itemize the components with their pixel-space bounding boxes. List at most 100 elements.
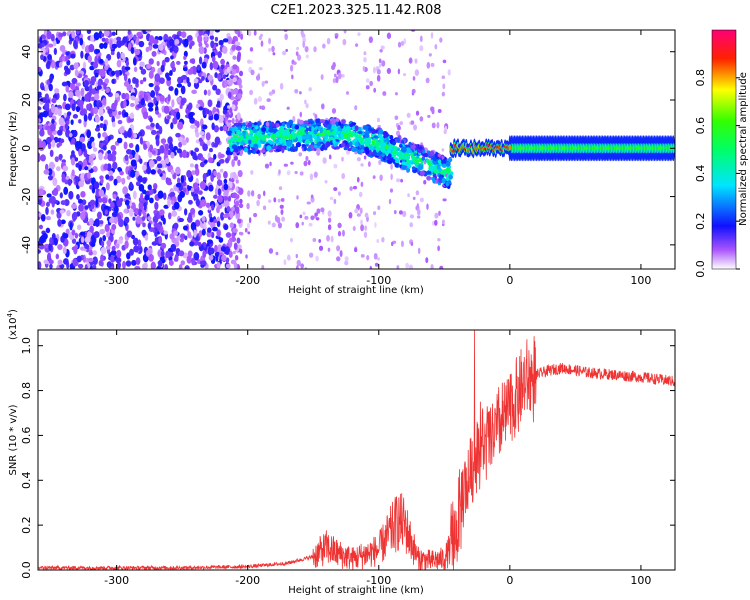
heatmap-cell — [116, 59, 122, 68]
heatmap-cell — [277, 198, 281, 203]
heatmap-cell — [360, 181, 364, 188]
heatmap-cell — [234, 255, 239, 261]
colorbar-tick-label: 0.8 — [694, 69, 707, 87]
heatmap-cell — [134, 265, 141, 269]
heatmap-cell — [84, 166, 89, 171]
heatmap-cell — [425, 77, 430, 84]
heatmap-cell — [79, 110, 86, 116]
heatmap-cell — [100, 177, 104, 184]
heatmap-cell — [341, 156, 344, 162]
heatmap-cell — [387, 153, 392, 159]
heatmap-cell — [318, 245, 324, 251]
heatmap-cell — [188, 199, 193, 205]
heatmap-cell — [325, 129, 331, 136]
heatmap-cell — [218, 159, 225, 164]
heatmap-cell — [322, 43, 326, 49]
heatmap-cell — [109, 255, 116, 263]
heatmap-cell — [235, 118, 239, 123]
heatmap-cell — [195, 198, 201, 207]
heatmap-cell — [78, 99, 84, 107]
heatmap-cell — [173, 222, 179, 230]
heatmap-cell — [116, 239, 123, 245]
heatmap-cell — [271, 133, 276, 139]
heatmap-cell — [71, 169, 75, 177]
heatmap-cell — [116, 249, 122, 258]
heatmap-cell — [401, 164, 407, 170]
heatmap-cell — [398, 210, 403, 215]
heatmap-cell — [197, 79, 203, 84]
heatmap-cell — [151, 150, 156, 155]
snr-x-axis-label: Height of straight line (km) — [288, 585, 424, 596]
heatmap-cell — [268, 199, 272, 203]
heatmap-cell — [88, 84, 93, 92]
heatmap-cell — [390, 163, 393, 170]
heatmap-cell — [411, 88, 416, 94]
colorbar: 0.0 0.2 0.4 0.6 0.8 Normalized spectral ampl… — [694, 29, 749, 278]
heatmap-cell — [275, 251, 279, 256]
heatmap-cell — [231, 144, 238, 150]
heatmap-cell — [295, 142, 302, 148]
heatmap-cell — [100, 115, 104, 122]
heatmap-cell — [174, 87, 179, 96]
heatmap-cell — [249, 89, 254, 96]
heatmap-cell — [158, 77, 165, 85]
heatmap-cell — [230, 172, 233, 179]
heatmap-cell — [54, 156, 59, 163]
heatmap-cell — [447, 180, 452, 185]
heatmap-cell — [305, 130, 309, 135]
heatmap-cell — [99, 123, 104, 129]
heatmap-cell — [71, 77, 78, 84]
heatmap-cell — [304, 266, 308, 269]
heatmap-cell — [325, 141, 331, 147]
heatmap-cell — [40, 214, 46, 222]
heatmap-cell — [108, 170, 114, 176]
heatmap-cell — [71, 212, 78, 221]
heatmap-cell — [162, 192, 167, 200]
heatmap-cell — [227, 195, 232, 202]
heatmap-cell — [48, 242, 52, 252]
heatmap-cell — [368, 146, 375, 151]
heatmap-cell — [237, 218, 242, 224]
heatmap-cell — [108, 198, 112, 204]
heatmap-cell — [80, 50, 84, 59]
heatmap-cell — [176, 111, 181, 120]
heatmap-cell — [360, 144, 365, 149]
heatmap-cell — [341, 119, 346, 124]
heatmap-cell — [277, 144, 283, 150]
heatmap-cell — [93, 231, 100, 239]
heatmap-cell — [86, 104, 90, 111]
heatmap-cell — [430, 32, 434, 39]
heatmap-cell — [268, 248, 274, 254]
heatmap-cell — [111, 115, 116, 124]
heatmap-cell — [341, 73, 345, 78]
colorbar-tick-label: 0.6 — [694, 117, 707, 135]
heatmap-cell — [241, 122, 247, 127]
heatmap-cell — [141, 229, 147, 236]
heatmap-cell — [103, 84, 107, 90]
heatmap-cell — [315, 118, 322, 124]
heatmap-cell — [170, 243, 177, 251]
heatmap-cell — [408, 57, 413, 64]
heatmap-cell — [407, 193, 410, 198]
heatmap-cell — [291, 74, 294, 80]
heatmap-cell — [243, 147, 249, 153]
heatmap-cell — [205, 202, 211, 208]
heatmap-cell — [360, 219, 363, 226]
heatmap-cell — [41, 140, 46, 149]
heatmap-cell — [70, 53, 76, 59]
heatmap-cell — [296, 195, 299, 200]
heatmap-cell — [303, 160, 308, 167]
heatmap-cell — [264, 80, 269, 84]
heatmap-cell — [148, 107, 154, 112]
heatmap-cell — [192, 182, 199, 190]
colorbar-gradient — [712, 30, 736, 269]
heatmap-cell — [261, 137, 266, 141]
heatmap-cell — [133, 66, 138, 72]
heatmap-cell — [149, 117, 153, 123]
heatmap-cell — [239, 198, 243, 204]
heatmap-cell — [340, 132, 344, 139]
heatmap-cell — [46, 193, 52, 198]
spectrogram-cells — [38, 30, 675, 269]
heatmap-cell — [189, 163, 194, 168]
heatmap-cell — [369, 80, 373, 87]
